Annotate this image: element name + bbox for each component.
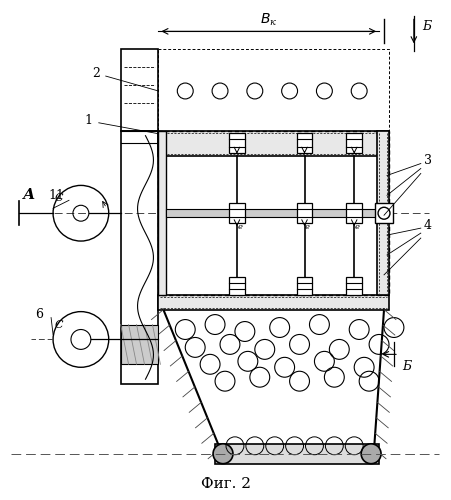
Text: $B_\mathregular{к}$: $B_\mathregular{к}$ — [259, 11, 277, 28]
Bar — [158, 294, 388, 310]
Bar — [376, 130, 388, 294]
Text: Б: Б — [421, 20, 430, 33]
Bar — [296, 204, 312, 223]
Bar — [158, 49, 388, 130]
Circle shape — [360, 444, 380, 464]
Text: 6: 6 — [35, 308, 43, 321]
Bar — [229, 277, 244, 294]
Text: 3: 3 — [423, 154, 431, 167]
Text: Б: Б — [401, 360, 410, 373]
Text: e: e — [237, 223, 242, 231]
Bar — [215, 444, 378, 464]
Bar — [120, 130, 158, 384]
Bar — [229, 132, 244, 152]
Text: 2: 2 — [92, 66, 100, 80]
Bar — [296, 132, 312, 152]
Text: e: e — [304, 223, 309, 231]
Bar — [158, 130, 166, 294]
Text: C: C — [55, 194, 63, 203]
Bar — [120, 49, 158, 130]
Text: Фиг. 2: Фиг. 2 — [201, 476, 250, 490]
Text: 1: 1 — [85, 114, 92, 128]
Bar — [374, 204, 392, 223]
Bar — [345, 132, 361, 152]
Text: e: e — [354, 223, 359, 231]
Circle shape — [212, 444, 232, 464]
Text: 11: 11 — [48, 189, 64, 202]
Bar — [166, 210, 376, 217]
Bar — [296, 277, 312, 294]
Bar — [158, 130, 388, 294]
Text: 4: 4 — [423, 218, 431, 232]
Bar — [345, 204, 361, 223]
Bar — [158, 130, 388, 156]
Bar — [229, 204, 244, 223]
Text: C: C — [55, 320, 63, 330]
Text: А: А — [23, 188, 35, 202]
Bar — [120, 324, 158, 364]
Bar — [345, 277, 361, 294]
